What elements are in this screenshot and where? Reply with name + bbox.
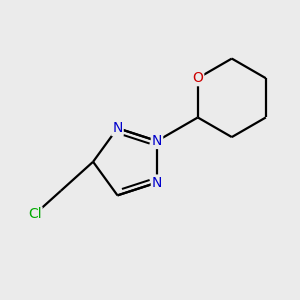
Text: O: O <box>192 71 203 85</box>
Text: N: N <box>152 176 162 190</box>
Text: N: N <box>152 134 162 148</box>
Text: N: N <box>112 121 123 135</box>
Text: Cl: Cl <box>28 207 41 221</box>
